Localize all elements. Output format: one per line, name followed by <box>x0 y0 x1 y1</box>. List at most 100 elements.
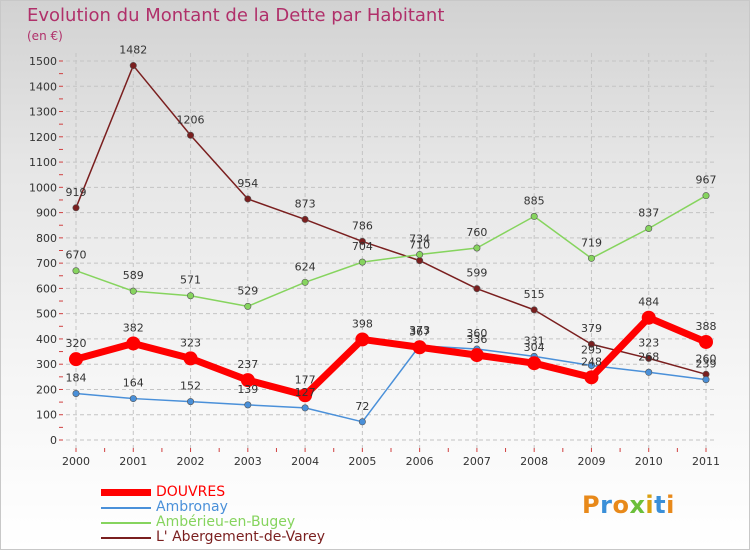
x-tick-label: 2010 <box>635 455 663 468</box>
data-point <box>72 390 80 398</box>
data-label: 379 <box>581 322 602 335</box>
logo-letter: x <box>629 491 646 519</box>
data-point <box>244 401 252 409</box>
data-label: 919 <box>66 186 87 199</box>
x-tick-label: 2009 <box>577 455 605 468</box>
series-line <box>75 195 707 308</box>
y-tick-label: 600 <box>36 282 57 295</box>
data-point <box>469 348 484 363</box>
data-label: 719 <box>581 236 602 249</box>
y-tick-label: 900 <box>36 207 57 220</box>
x-tick-label: 2005 <box>348 455 376 468</box>
data-point <box>129 62 137 70</box>
series-line <box>75 64 707 376</box>
y-tick-label: 800 <box>36 232 57 245</box>
data-label: 323 <box>180 336 201 349</box>
data-label: 398 <box>352 317 373 330</box>
data-point <box>301 404 309 412</box>
legend-swatch <box>101 489 151 496</box>
data-point <box>187 398 195 406</box>
data-point <box>702 376 710 384</box>
data-label: 320 <box>66 337 87 350</box>
data-point <box>527 356 542 371</box>
data-point <box>187 131 195 139</box>
data-label: 837 <box>638 207 659 220</box>
data-label: 589 <box>123 269 144 282</box>
data-label: 1206 <box>177 113 205 126</box>
data-point <box>244 195 252 203</box>
data-point <box>641 310 656 325</box>
data-point <box>358 237 366 245</box>
data-label: 373 <box>409 324 430 337</box>
data-label: 967 <box>696 174 717 187</box>
y-tick-label: 300 <box>36 358 57 371</box>
data-point <box>587 254 595 262</box>
chart-unit: (en €) <box>27 29 63 43</box>
logo-letter: r <box>600 491 613 519</box>
data-label: 184 <box>66 372 87 385</box>
x-tick-label: 2008 <box>520 455 548 468</box>
chart-title: Evolution du Montant de la Dette par Hab… <box>27 5 445 26</box>
data-label: 382 <box>123 321 144 334</box>
legend-label: Ambronay <box>156 499 228 515</box>
data-label: 670 <box>66 249 87 262</box>
data-point <box>187 292 195 300</box>
legend-label: L' Abergement-de-Varey <box>156 529 325 545</box>
data-label: 304 <box>524 341 545 354</box>
y-tick-label: 200 <box>36 383 57 396</box>
legend-swatch <box>101 537 151 539</box>
data-label: 295 <box>581 343 602 356</box>
x-tick-label: 2002 <box>177 455 205 468</box>
data-label: 323 <box>638 336 659 349</box>
y-tick-label: 500 <box>36 308 57 321</box>
data-label: 139 <box>237 383 258 396</box>
x-tick-label: 2007 <box>463 455 491 468</box>
legend-label: DOUVRES <box>156 484 226 500</box>
data-point <box>298 388 313 403</box>
y-tick-label: 1400 <box>29 80 57 93</box>
x-tick-label: 2006 <box>406 455 434 468</box>
data-label: 248 <box>581 355 602 368</box>
data-label: 760 <box>466 226 487 239</box>
data-point <box>129 287 137 295</box>
y-tick-label: 100 <box>36 409 57 422</box>
data-label: 873 <box>295 197 316 210</box>
y-tick-label: 1200 <box>29 131 57 144</box>
data-label: 260 <box>696 352 717 365</box>
data-point <box>244 302 252 310</box>
data-label: 164 <box>123 377 144 390</box>
data-point <box>473 244 481 252</box>
data-point <box>587 340 595 348</box>
x-tick-label: 2004 <box>291 455 319 468</box>
data-label: 239 <box>696 358 717 371</box>
legend-swatch <box>101 507 151 509</box>
data-label: 786 <box>352 219 373 232</box>
data-label: 484 <box>638 296 659 309</box>
y-tick-label: 0 <box>50 434 57 447</box>
data-label: 237 <box>237 358 258 371</box>
x-tick-label: 2000 <box>62 455 90 468</box>
data-label: 529 <box>237 284 258 297</box>
data-point <box>355 332 370 347</box>
data-label: 127 <box>295 386 316 399</box>
data-point <box>183 351 198 366</box>
data-point <box>240 373 255 388</box>
data-point <box>473 285 481 293</box>
data-label: 268 <box>638 350 659 363</box>
data-label: 367 <box>409 325 430 338</box>
y-tick-label: 400 <box>36 333 57 346</box>
y-tick-label: 1100 <box>29 156 57 169</box>
x-tick-label: 2003 <box>234 455 262 468</box>
data-point <box>412 340 427 355</box>
logo-letter: P <box>582 491 601 519</box>
data-point <box>129 395 137 403</box>
data-point <box>69 352 83 367</box>
data-label: 331 <box>524 334 545 347</box>
data-label: 177 <box>295 373 316 386</box>
data-point <box>301 215 309 223</box>
data-label: 571 <box>180 274 201 287</box>
data-point <box>72 204 80 212</box>
data-point <box>645 354 653 362</box>
data-label: 152 <box>180 380 201 393</box>
